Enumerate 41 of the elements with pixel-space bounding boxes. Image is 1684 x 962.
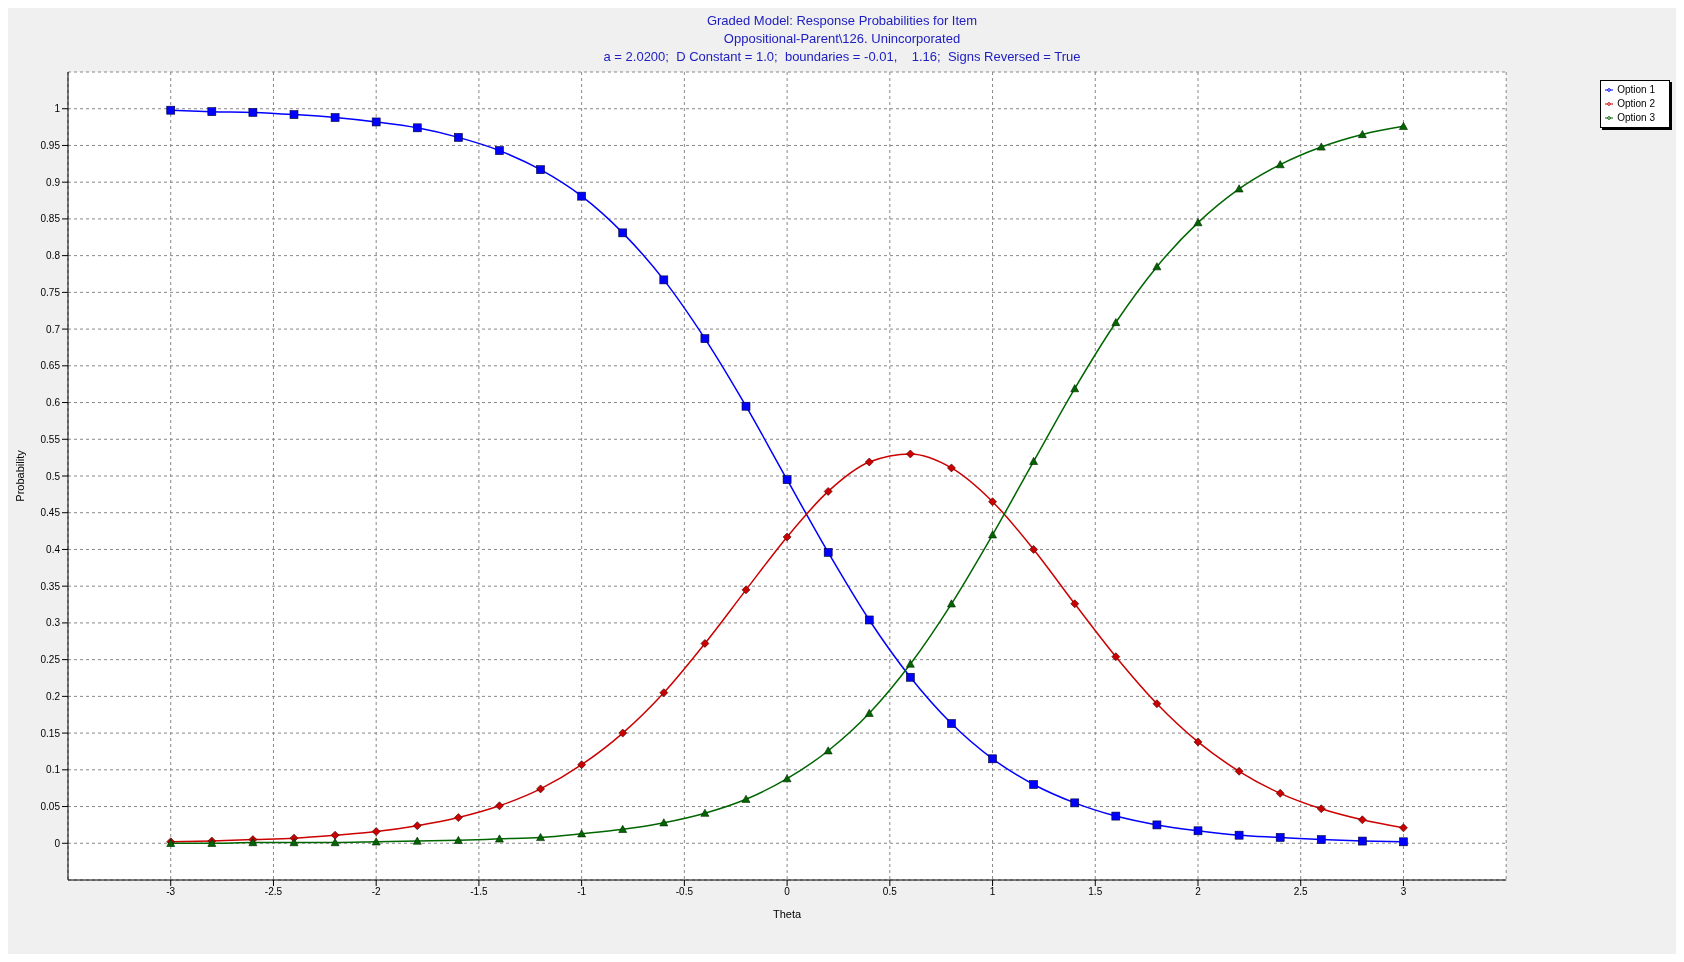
y-tick-label: 0.45: [40, 507, 61, 519]
chart-subtitle: Oppositional-Parent\126. Unincorporated a = 2.0200; D Constant = 1.0; boundaries = -0.01, 1.16; Signs Reversed = True: [602, 30, 1082, 66]
y-tick-label: 0.15: [40, 727, 61, 739]
y-axis-title: Probability: [13, 449, 26, 502]
x-tick-label: -1.5: [470, 886, 488, 898]
x-tick-label: 3: [1400, 886, 1407, 898]
x-tick-label: 1: [989, 886, 996, 898]
legend-label: Option 1: [1617, 84, 1655, 95]
y-tick-label: 0.35: [40, 580, 61, 592]
x-axis-title: Theta: [773, 908, 803, 920]
x-tick-label: -1: [577, 886, 587, 898]
x-tick-label: -0.5: [675, 886, 694, 898]
y-tick-label: 0.55: [40, 433, 61, 445]
y-tick-label: 0.65: [40, 360, 61, 372]
y-tick-label: 0: [54, 837, 61, 849]
x-tick-label: 2.5: [1293, 886, 1309, 898]
y-tick-label: 0.9: [46, 176, 61, 188]
y-tick-label: 0.85: [40, 213, 61, 225]
y-tick-label: 0.5: [46, 470, 61, 482]
y-tick-label: 0.95: [40, 140, 61, 151]
y-tick-label: 0.4: [46, 544, 61, 555]
y-tick-label: 0.8: [46, 250, 61, 262]
chart-title: Graded Model: Response Probabilities for Item: [705, 12, 979, 30]
y-tick-label: 1: [54, 103, 61, 115]
x-tick-label: 0: [784, 886, 791, 898]
x-tick-label: -2.5: [264, 886, 283, 898]
x-tick-label: 2: [1195, 886, 1202, 898]
x-tick-label: 0.5: [882, 886, 898, 898]
x-tick-label: 1.5: [1088, 886, 1103, 898]
y-tick-label: 0.6: [46, 397, 61, 409]
y-tick-label: 0.3: [46, 617, 61, 629]
y-tick-label: 0.75: [40, 286, 61, 298]
y-tick-label: 0.2: [46, 690, 61, 702]
x-tick-label: -2: [371, 886, 382, 898]
y-tick-label: 0.05: [40, 801, 61, 813]
legend-label: Option 3: [1617, 112, 1655, 123]
x-tick-label: -3: [166, 886, 176, 898]
y-tick-label: 0.1: [46, 764, 61, 776]
y-tick-label: 0.7: [46, 323, 61, 335]
y-tick-label: 0.25: [40, 654, 61, 666]
legend-label: Option 2: [1617, 98, 1655, 109]
